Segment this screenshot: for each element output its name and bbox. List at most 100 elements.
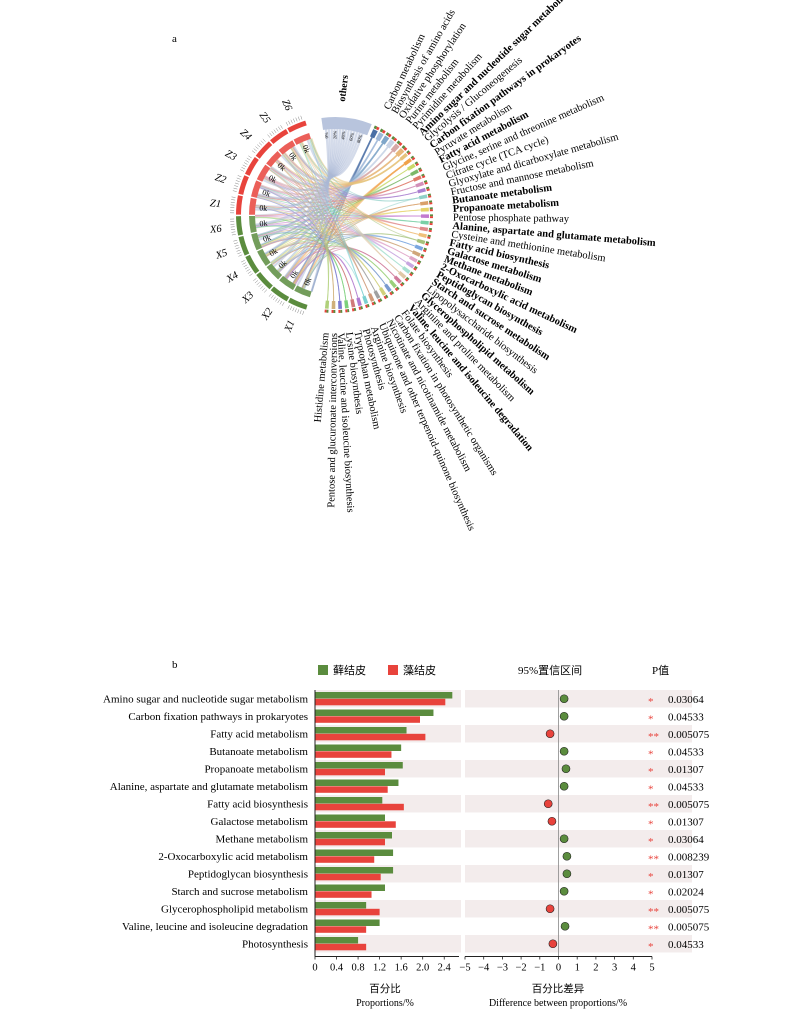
bar-g1 xyxy=(315,902,367,909)
pathway-z-segment xyxy=(426,188,430,192)
sample-tick xyxy=(247,271,252,274)
p-value: 0.005075 xyxy=(668,904,710,916)
category-label: Fatty acid metabolism xyxy=(210,729,308,741)
p-value: 0.04533 xyxy=(668,939,704,951)
p-value: 0.04533 xyxy=(668,782,704,794)
sample-tick xyxy=(240,169,245,172)
category-label: Butanoate metabolism xyxy=(209,746,308,758)
category-label: Photosynthesis xyxy=(242,939,308,951)
pathway-arc xyxy=(402,266,411,274)
chord-link-others xyxy=(255,129,345,226)
significance-stars: * xyxy=(648,784,654,796)
x-tick-label: 0.4 xyxy=(330,963,344,974)
axes: 0 0.4 0.8 1.2 1.6 2.0 2.4 −5 −4 −3 −2 −1 0 1 2 3 4 5 xyxy=(312,690,655,974)
pathway-x-segment xyxy=(406,150,410,154)
sample-tick xyxy=(233,187,238,190)
sample-tick xyxy=(262,287,266,291)
category-label: Methane metabolism xyxy=(215,834,308,846)
sample-tick xyxy=(267,134,271,138)
bar-g2 xyxy=(315,891,372,898)
diff-tick-label: −2 xyxy=(516,963,527,974)
pathway-label: Pentose and glucuronate interconversions xyxy=(326,333,340,508)
category-label: Amino sugar and nucleotide sugar metabol… xyxy=(103,694,308,706)
chord-link-others xyxy=(257,129,350,200)
x-axis-label-left: 百分比 xyxy=(369,982,401,995)
difference-point xyxy=(548,939,558,949)
pathway-arc xyxy=(384,283,392,293)
sample-tick xyxy=(243,264,248,267)
sample-tick xyxy=(257,144,261,148)
legend-g2-swatch xyxy=(388,665,398,675)
pathway-x-segment xyxy=(425,186,430,190)
sample-tick xyxy=(249,273,253,276)
difference-point xyxy=(559,834,569,844)
pathway-arc xyxy=(380,135,390,145)
pathway-arc xyxy=(338,300,343,309)
sample-tick xyxy=(234,182,239,185)
pathway-z-segment xyxy=(387,133,392,138)
pathway-arcs xyxy=(324,125,434,313)
bar-g2 xyxy=(315,768,385,776)
pathway-z-segment xyxy=(425,242,429,246)
bar-g1 xyxy=(315,867,394,874)
pathway-arc xyxy=(344,300,349,309)
pathway-arc xyxy=(405,261,415,269)
chord-link xyxy=(310,138,402,184)
sample-zero-tick: 0k xyxy=(302,276,313,287)
sample-tick xyxy=(233,242,238,244)
extended-error-bar-chart: b 藓结皮 藻结皮 95%置信区间 P值 Amino sugar and nuc… xyxy=(103,659,710,1009)
pathway-arc xyxy=(406,163,416,171)
sample-tick xyxy=(231,229,236,230)
pathway-arc xyxy=(420,207,429,212)
sample-inner-arc xyxy=(251,180,262,198)
pathway-x-segment xyxy=(340,309,343,313)
sample-tick xyxy=(233,240,238,242)
pathway-x-segment xyxy=(418,167,422,171)
pathway-x-segment xyxy=(420,253,425,257)
sample-label: Z6 xyxy=(279,98,294,113)
sample-tick xyxy=(299,310,302,315)
x-axis-label-right-en: Difference between proportions/% xyxy=(489,998,627,1009)
sample-outer-arc xyxy=(255,141,273,159)
difference-point xyxy=(559,694,569,704)
bar-g1 xyxy=(315,797,383,804)
sample-tick xyxy=(277,299,280,304)
sample-arcs: 0% 20% 40% 60% 80% xyxy=(230,115,372,315)
pathway-z-segment xyxy=(381,129,386,134)
sample-label: X1 xyxy=(282,319,297,335)
sample-outer-arc xyxy=(256,271,273,290)
bar-g1 xyxy=(315,937,359,944)
row-band-right xyxy=(465,795,692,813)
sample-inner-arc xyxy=(249,197,257,215)
sample-tick xyxy=(273,296,276,301)
sample-inner-arc xyxy=(278,140,296,155)
pathway-z-segment xyxy=(377,299,381,303)
p-value: 0.04533 xyxy=(668,747,704,759)
pathway-z-segment xyxy=(413,267,417,271)
sample-tick xyxy=(280,125,283,129)
x-tick-label: 2.0 xyxy=(416,963,429,974)
sample-zero-tick: 0k xyxy=(261,188,271,199)
pathway-x-segment xyxy=(410,155,415,159)
pathway-x-segment xyxy=(401,281,405,286)
sample-tick xyxy=(238,254,243,257)
sample-tick xyxy=(288,120,291,125)
sample-tick xyxy=(253,278,257,282)
pathway-z-segment xyxy=(429,216,433,219)
sample-tick xyxy=(234,185,239,187)
bar-g2 xyxy=(315,873,381,881)
sample-tick xyxy=(302,310,304,315)
sample-inner-arc xyxy=(266,150,282,168)
others-pct-tick: 0% xyxy=(324,132,330,139)
bar-g2 xyxy=(315,821,396,828)
sample-tick xyxy=(273,129,277,134)
chord-link-others xyxy=(283,129,333,278)
pathway-z-segment xyxy=(365,304,368,308)
panel-b-label: b xyxy=(172,659,178,671)
sample-tick xyxy=(268,293,272,297)
diff-tick-label: −5 xyxy=(459,963,470,974)
chord-link-others xyxy=(258,129,342,241)
pathway-x-segment xyxy=(385,294,389,299)
pathway-x-segment xyxy=(405,276,410,281)
bar-g2 xyxy=(315,803,404,811)
